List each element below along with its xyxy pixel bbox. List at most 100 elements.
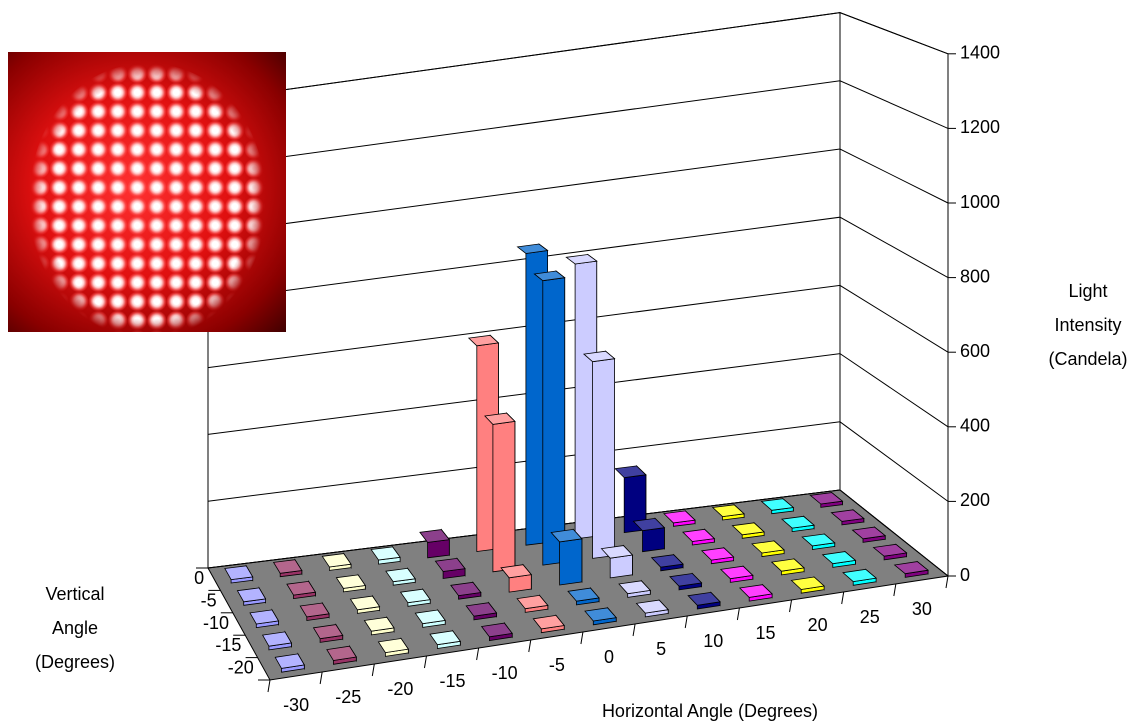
grid-line [207,421,949,502]
bar [809,491,844,508]
bar [484,412,516,573]
x-tick-label: -25 [335,687,361,707]
bar-top [419,529,451,543]
depth-axis-title: Angle [52,618,98,638]
bar [700,546,735,565]
bar-top [770,558,806,572]
bar-front [642,527,665,553]
bar [385,567,416,586]
bar-top [516,243,549,254]
grid-line [207,80,949,168]
y-tick-label: 0 [960,565,970,585]
bar-top [821,551,857,565]
x-tick-label: 15 [755,623,775,643]
depth-axis-title: Vertical [45,584,104,604]
bar-top [484,412,516,425]
grid-line [207,353,949,435]
grid-line [207,489,949,577]
bar [349,594,381,614]
x-tick [945,575,949,589]
x-tick [319,671,323,685]
y-tick-label: 800 [960,266,990,286]
bar [780,515,815,533]
bar [751,540,786,558]
x-tick-label: -5 [549,655,565,675]
bar [272,558,303,578]
bar-top [682,528,716,542]
bar [465,601,498,621]
x-tick-label: -20 [387,679,413,699]
bar-top [650,554,684,568]
x-tick [893,583,897,597]
bar-top [842,568,878,583]
bar [738,583,773,602]
bar [321,552,352,571]
bar-top [635,599,670,614]
bar-top [565,254,598,265]
x-tick-label: -15 [440,671,466,691]
bar-top [760,498,795,511]
bar-top [582,350,616,363]
grid-line [207,284,949,369]
bar-top [272,559,303,574]
bar [770,558,806,576]
bar [419,528,451,559]
bar-top [533,270,566,282]
bar [635,599,670,618]
y-tick-label: 400 [960,416,990,436]
bar-top [326,645,357,661]
bar-top [274,653,305,669]
bar-top [363,616,395,632]
bar-top [719,565,754,580]
x-tick-label: -30 [283,695,309,715]
bar-top [731,522,766,536]
bar [663,509,696,527]
bar [632,517,666,553]
x-tick-label: 0 [604,647,614,667]
bar [516,594,549,613]
bar-top [335,574,366,589]
bar-top [780,515,815,529]
bar-top [632,517,666,532]
bar [711,503,746,521]
x-tick [841,591,845,605]
bar-top [465,602,498,617]
y-tick-label: 600 [960,341,990,361]
bar-top [809,492,844,505]
bar [261,630,293,651]
bar [286,580,317,600]
x-tick [267,679,271,693]
bar [450,581,482,600]
bar-front [609,554,633,579]
bar [434,557,466,579]
bar-top [663,510,696,524]
y-tick-label: 1200 [960,117,1000,137]
bar-top [600,545,634,559]
bar-top [516,594,549,610]
bar [249,608,280,629]
bar-front [559,538,583,586]
bar [830,508,865,526]
bar [821,550,857,568]
bar [650,553,684,572]
bar-top [321,553,352,568]
x-tick-label: -10 [492,663,518,683]
x-tick-label: 30 [912,599,932,619]
x-tick [736,607,740,621]
bar-top [687,591,721,606]
bar-front [492,420,516,573]
bar-top [711,504,746,518]
bar [872,543,908,561]
bar [731,521,766,539]
bar-top [830,509,865,522]
bar [377,637,409,657]
bar-front [542,277,566,566]
bar [614,464,647,534]
x-tick [371,663,375,677]
bar-top [567,587,600,602]
bar-front [592,358,615,559]
bar [790,576,825,594]
bar [682,528,716,546]
bar-top [669,573,703,587]
y-axis-title: Light [1068,281,1107,301]
